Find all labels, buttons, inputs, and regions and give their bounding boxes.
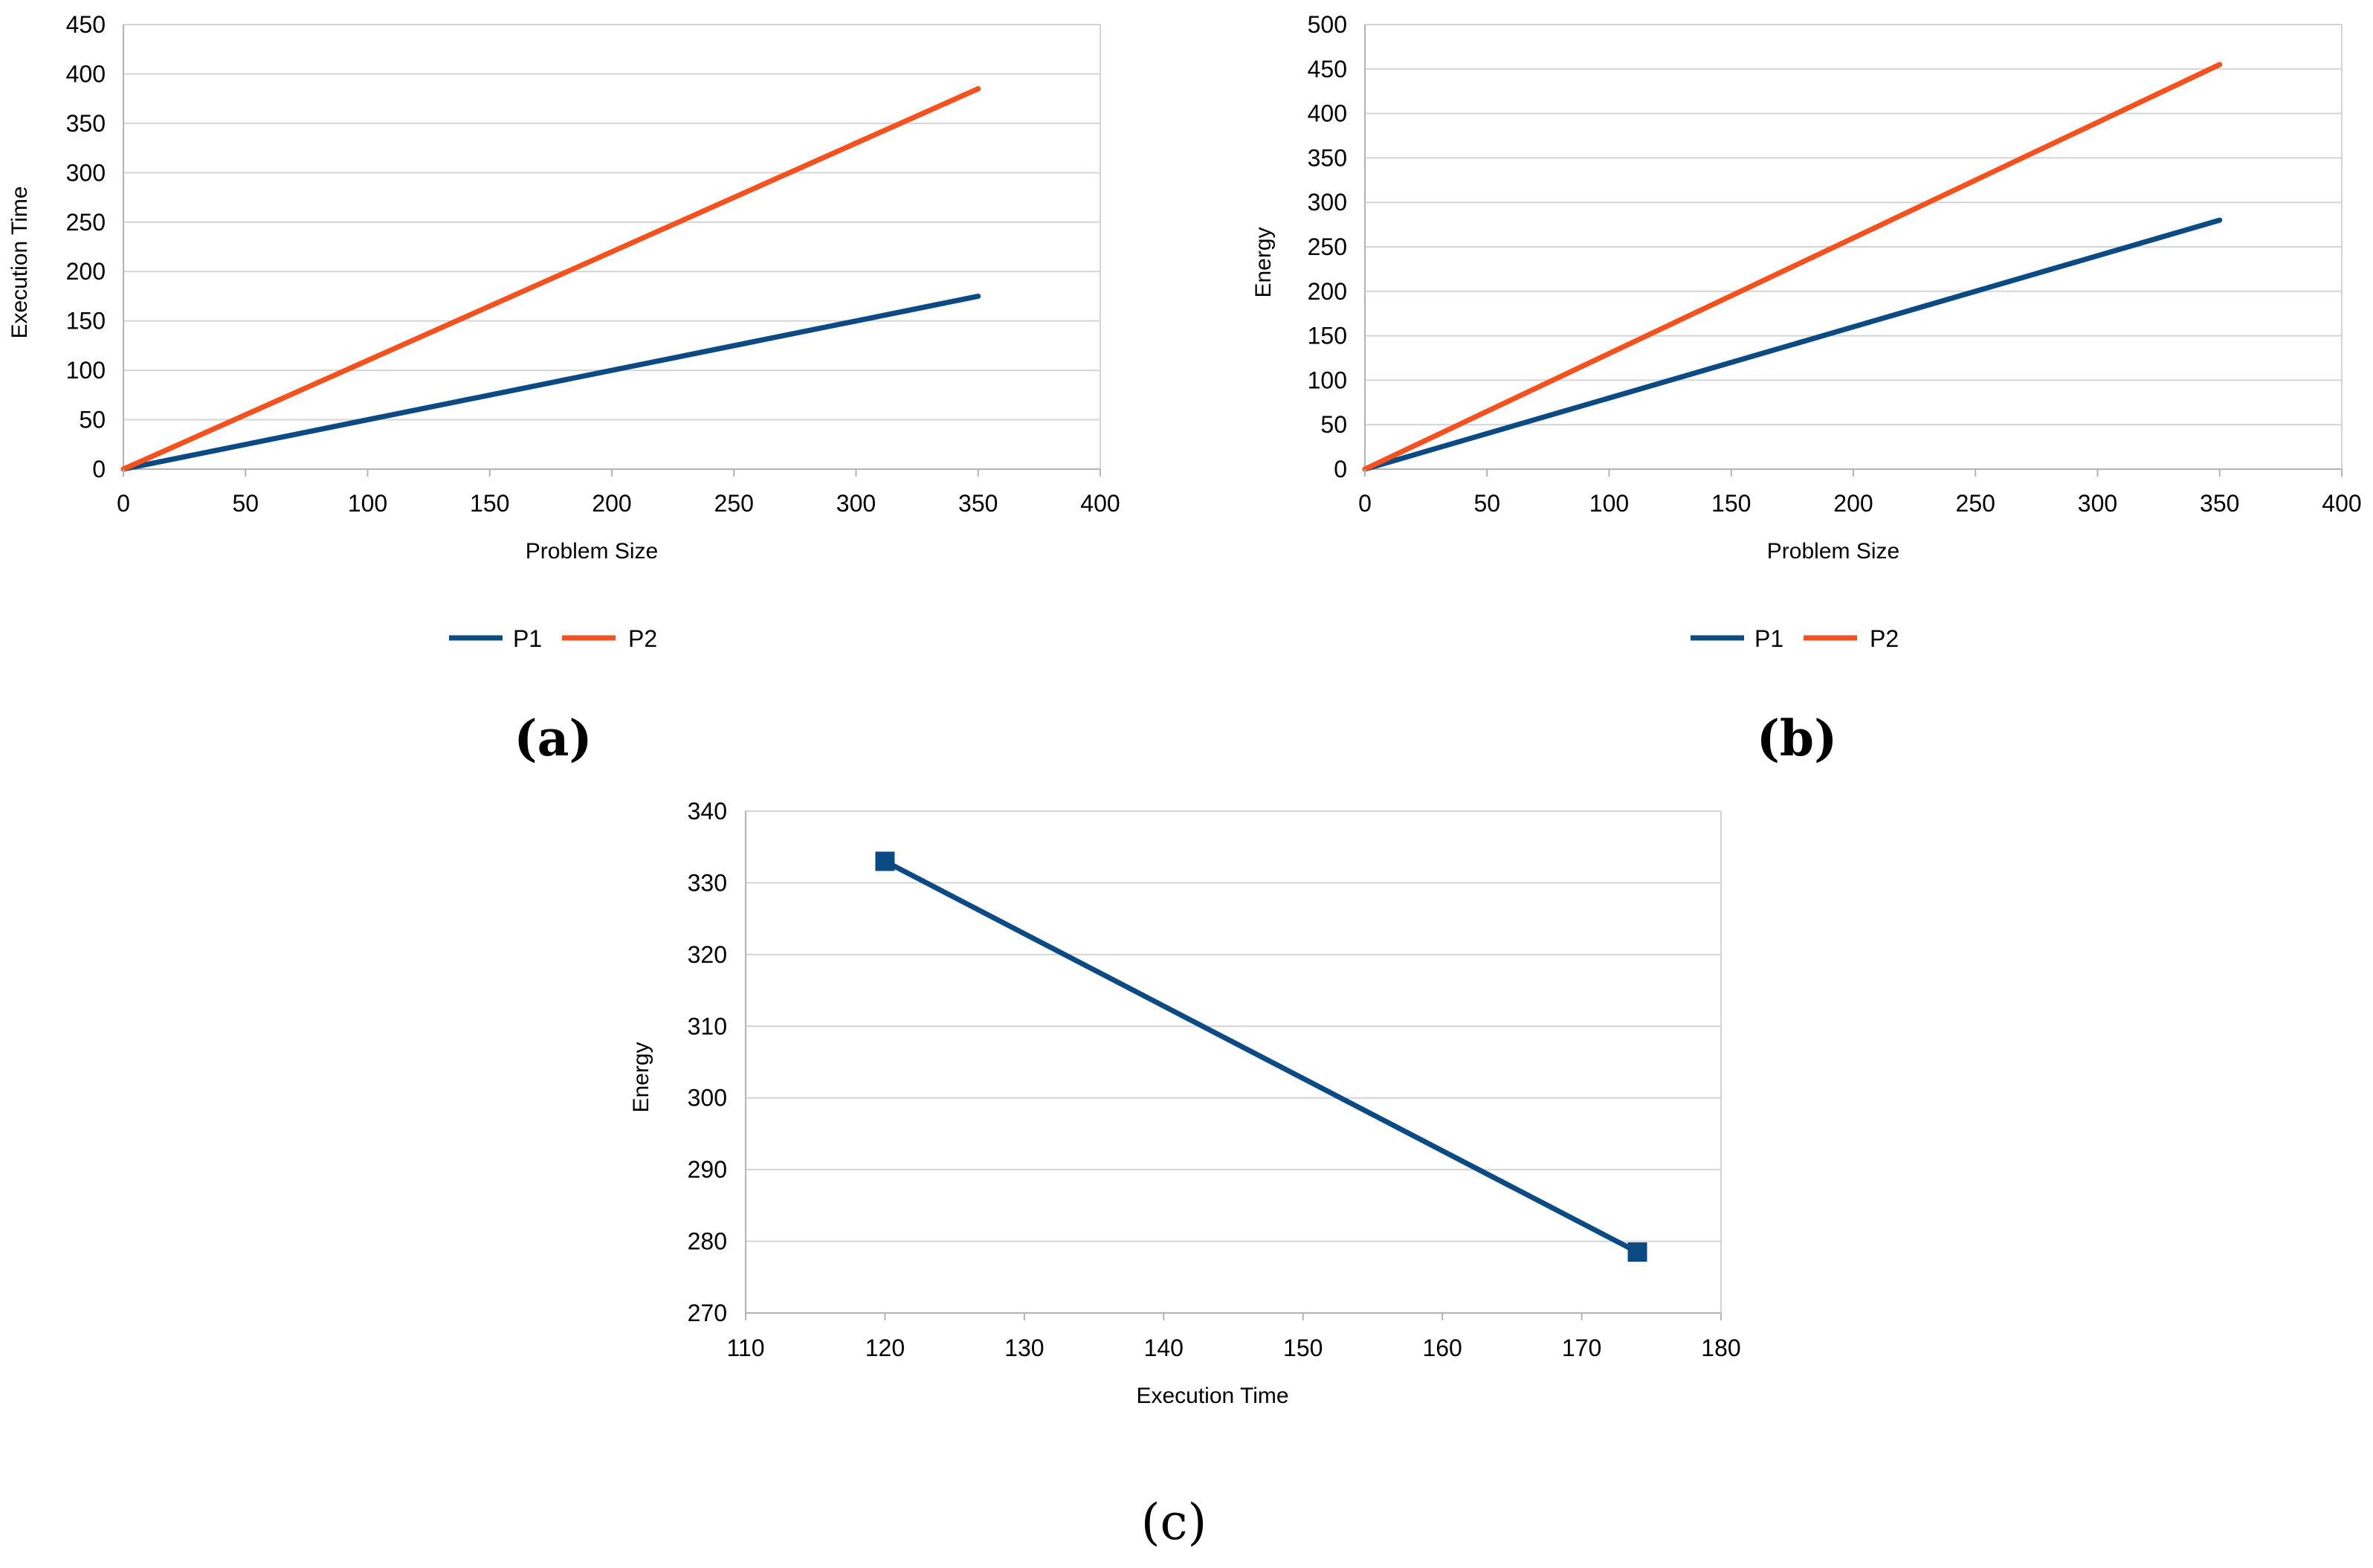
chart-a-x-tick-label: 250 — [714, 490, 754, 517]
chart-a-caption: (a) — [514, 709, 592, 767]
chart-a-x-tick-label: 350 — [958, 490, 998, 517]
chart-b-y-tick-label: 300 — [1308, 189, 1347, 216]
chart-a-y-tick-label: 50 — [79, 407, 106, 433]
chart-c-y-tick-label: 280 — [688, 1228, 727, 1255]
chart-a-x-axis-label: Problem Size — [526, 539, 658, 564]
chart-a-y-tick-label: 300 — [66, 159, 106, 186]
chart-c-x-axis-label: Execution Time — [1136, 1384, 1288, 1408]
chart-c-data-point — [875, 851, 895, 871]
chart-a-x-tick-label: 100 — [348, 490, 387, 517]
chart-b-y-tick-label: 500 — [1308, 11, 1347, 38]
chart-c-series — [875, 851, 1647, 1262]
chart-b-x-tick-label: 0 — [1358, 490, 1372, 517]
chart-c-x-tick-label: 170 — [1562, 1335, 1601, 1361]
chart-c-x-ticks: 110 120 130 140 150 160 170 180 — [726, 1313, 1741, 1361]
chart-c-gridlines — [745, 810, 1722, 1314]
chart-b-y-tick-label: 400 — [1308, 100, 1347, 127]
chart-a-x-tick-label: 300 — [836, 490, 876, 517]
chart-c-y-tick-label: 300 — [688, 1085, 727, 1112]
chart-b-series-line-p1 — [1362, 217, 2223, 472]
chart-a-y-tick-label: 100 — [66, 357, 106, 384]
chart-b-y-tick-label: 350 — [1308, 144, 1347, 171]
chart-c-data-point — [1627, 1242, 1647, 1262]
chart-a-x-tick-label: 200 — [592, 490, 631, 517]
chart-a-y-tick-label: 250 — [66, 209, 106, 236]
chart-a-x-tick-label: 0 — [117, 490, 130, 517]
chart-b-x-axis-label: Problem Size — [1767, 539, 1899, 564]
chart-a-y-tick-label: 350 — [66, 110, 106, 137]
chart-a-y-tick-label: 0 — [92, 456, 106, 483]
chart-b-x-tick-label: 400 — [2322, 490, 2361, 517]
chart-b-y-axis-label: Energy — [1251, 227, 1276, 297]
chart-b-x-tick-label: 50 — [1473, 490, 1500, 517]
chart-b-legend: P1 P2 — [1691, 625, 1899, 652]
chart-c: 270 280 290 300 310 320 330 340 110 120 130 140 150… — [629, 798, 1741, 1551]
chart-c-x-tick-label: 160 — [1422, 1335, 1462, 1361]
chart-a-x-tick-label: 150 — [470, 490, 509, 517]
chart-a-gridlines — [123, 24, 1101, 470]
chart-a-x-ticks: 0 50 100 150 200 250 300 350 400 — [117, 469, 1120, 517]
chart-b-y-tick-label: 250 — [1308, 233, 1347, 260]
chart-c-x-tick-label: 120 — [865, 1335, 905, 1361]
chart-c-x-tick-label: 150 — [1283, 1335, 1323, 1361]
chart-b-x-tick-label: 300 — [2078, 490, 2117, 517]
chart-a-legend: P1 P2 — [449, 625, 657, 652]
chart-c-x-tick-label: 180 — [1701, 1335, 1740, 1361]
chart-c-y-tick-label: 320 — [688, 941, 727, 968]
chart-b-gridlines — [1364, 24, 2343, 470]
chart-c-caption: (c) — [1141, 1494, 1207, 1551]
chart-b-y-ticks: 0 50 100 150 200 250 300 350 400 450 500 — [1308, 11, 1347, 483]
chart-c-series-line-main — [882, 859, 1641, 1255]
chart-c-y-axis-label: Energy — [629, 1042, 653, 1112]
chart-b-y-tick-label: 0 — [1334, 456, 1347, 483]
chart-b: 0 50 100 150 200 250 300 350 400 450 500 0 50 100 150… — [1251, 11, 2362, 767]
chart-b-caption: (b) — [1757, 709, 1838, 767]
chart-a-y-ticks: 0 50 100 150 200 250 300 350 400 450 — [66, 11, 106, 483]
chart-b-x-tick-label: 150 — [1711, 490, 1751, 517]
chart-c-x-tick-label: 130 — [1004, 1335, 1044, 1361]
chart-b-x-tick-label: 350 — [2200, 490, 2239, 517]
chart-c-y-tick-label: 330 — [688, 869, 727, 896]
chart-a-y-tick-label: 150 — [66, 308, 106, 335]
chart-c-x-tick-label: 140 — [1144, 1335, 1184, 1361]
chart-c-y-tick-label: 270 — [688, 1300, 727, 1326]
chart-a-y-axis-label: Execution Time — [7, 186, 32, 338]
chart-b-x-tick-label: 100 — [1589, 490, 1629, 517]
chart-b-y-tick-label: 100 — [1308, 367, 1347, 393]
chart-c-y-tick-label: 310 — [688, 1013, 727, 1039]
chart-b-series-line-p2 — [1362, 62, 2223, 472]
chart-b-y-tick-label: 150 — [1308, 323, 1347, 349]
chart-a-series-line-p2 — [120, 86, 981, 472]
chart-b-x-tick-label: 250 — [1956, 490, 1995, 517]
chart-b-y-tick-label: 200 — [1308, 278, 1347, 305]
chart-a-series-line-p1 — [120, 293, 981, 472]
chart-a-x-tick-label: 400 — [1080, 490, 1120, 517]
chart-b-y-tick-label: 50 — [1320, 411, 1347, 438]
chart-b-series — [1362, 62, 2223, 472]
chart-a-legend-label-p1: P1 — [513, 625, 542, 652]
chart-b-x-ticks: 0 50 100 150 200 250 300 350 400 — [1358, 469, 2362, 517]
chart-a-series — [120, 86, 981, 472]
chart-c-y-tick-label: 290 — [688, 1156, 727, 1183]
chart-a-y-tick-label: 200 — [66, 258, 106, 285]
chart-c-x-tick-label: 110 — [726, 1335, 764, 1361]
chart-c-y-tick-label: 340 — [688, 798, 727, 825]
chart-b-legend-label-p1: P1 — [1754, 625, 1783, 652]
chart-a-y-tick-label: 400 — [66, 60, 106, 87]
chart-a-y-tick-label: 450 — [66, 11, 106, 38]
chart-a-x-tick-label: 50 — [232, 490, 259, 517]
chart-a: 0 50 100 150 200 250 300 350 400 450 0 50 100 150 200… — [7, 11, 1120, 767]
chart-a-legend-label-p2: P2 — [628, 625, 657, 652]
chart-b-legend-label-p2: P2 — [1870, 625, 1899, 652]
chart-b-y-tick-label: 450 — [1308, 56, 1347, 83]
chart-c-y-ticks: 270 280 290 300 310 320 330 340 — [688, 798, 727, 1326]
chart-b-x-tick-label: 200 — [1833, 490, 1873, 517]
